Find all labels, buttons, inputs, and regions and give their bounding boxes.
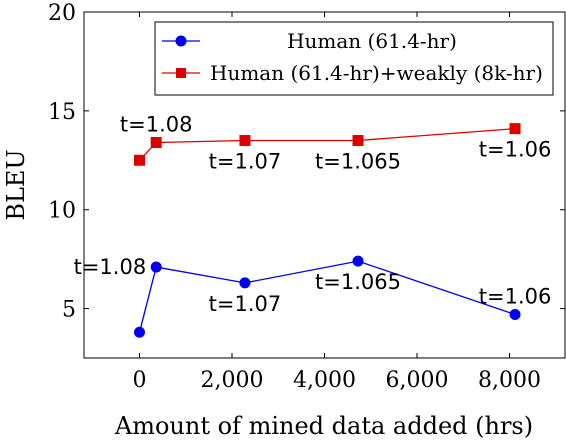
legend-marker-human [175, 35, 187, 47]
axis-ticks: 0 2,000 4,000 6,000 8,000 5 10 15 20 [48, 1, 565, 393]
data-annotation: t=1.065 [315, 270, 401, 294]
y-axis-title: BLEU [2, 149, 30, 220]
data-annotation: t=1.065 [315, 150, 401, 174]
data-point [509, 309, 521, 321]
x-tick-label: 4,000 [293, 368, 356, 393]
legend: Human (61.4-hr) Human (61.4-hr)+weakly (… [154, 21, 554, 96]
series-layer [134, 123, 521, 338]
data-annotation: t=1.08 [120, 112, 193, 136]
x-axis-title: Amount of mined data added (hrs) [114, 412, 533, 440]
x-tick-label: 2,000 [201, 368, 264, 393]
legend-label-weakly: Human (61.4-hr)+weakly (8k-hr) [210, 61, 543, 85]
data-point [150, 261, 162, 273]
data-annotation: t=1.06 [479, 285, 552, 309]
x-tick-label: 8,000 [478, 368, 541, 393]
x-tick-label: 0 [133, 368, 147, 393]
y-tick-label: 15 [48, 100, 76, 125]
data-point [239, 135, 251, 147]
data-point [239, 277, 251, 289]
data-annotation: t=1.07 [209, 150, 282, 174]
y-tick-label: 20 [48, 1, 76, 26]
x-tick-label: 6,000 [386, 368, 449, 393]
data-point [509, 123, 521, 135]
y-tick-label: 10 [48, 199, 76, 224]
data-point [134, 154, 145, 166]
data-annotation: t=1.08 [74, 255, 147, 279]
data-point [134, 326, 145, 338]
annotation-layer: t=1.08 t=1.07 t=1.065 t=1.06 t=1.08 t=1.07 t=1… [74, 112, 552, 315]
legend-label-human: Human (61.4-hr) [287, 29, 457, 53]
legend-box [154, 21, 554, 96]
data-point [352, 255, 364, 267]
data-point [352, 135, 364, 147]
data-point [150, 136, 162, 148]
y-tick-label: 5 [62, 298, 76, 323]
data-annotation: t=1.07 [209, 292, 282, 316]
data-annotation: t=1.06 [479, 138, 552, 162]
legend-marker-weakly [176, 68, 186, 78]
